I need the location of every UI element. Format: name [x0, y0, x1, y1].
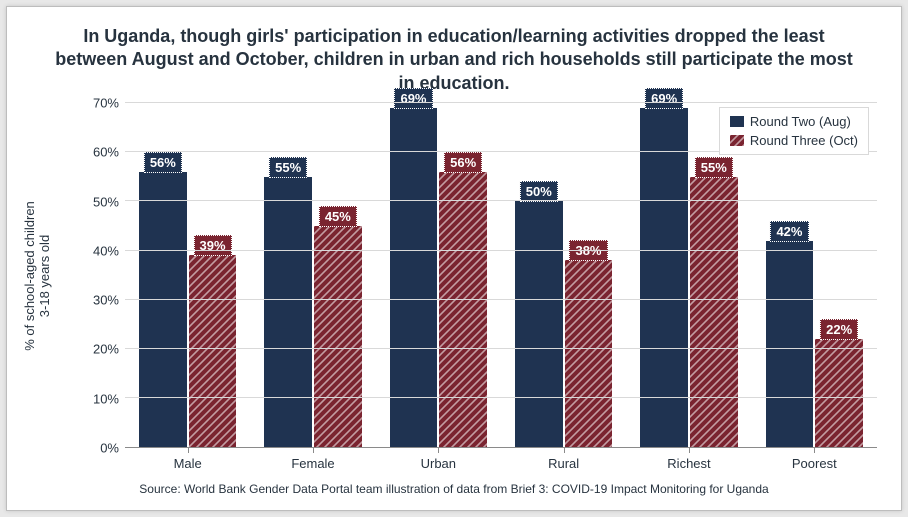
x-tick: [564, 447, 565, 453]
gridline: [125, 250, 877, 251]
y-tick: 50%: [79, 194, 119, 209]
bar: 42%: [766, 241, 814, 447]
y-tick: 10%: [79, 391, 119, 406]
y-tick: 30%: [79, 293, 119, 308]
y-tick: 20%: [79, 342, 119, 357]
gridline: [125, 102, 877, 103]
bar-value-label: 56%: [444, 152, 482, 173]
x-tick: [313, 447, 314, 453]
legend: Round Two (Aug) Round Three (Oct): [719, 107, 869, 155]
x-axis: MaleFemaleUrbanRuralRichestPoorest: [125, 448, 877, 476]
bar: 22%: [815, 339, 863, 447]
chart-title: In Uganda, though girls' participation i…: [31, 25, 877, 95]
bar-value-label: 45%: [319, 206, 357, 227]
gridline: [125, 348, 877, 349]
y-axis-title: % of school-aged children3-18 years old: [22, 166, 52, 386]
bar-value-label: 39%: [193, 235, 231, 256]
legend-swatch: [730, 116, 744, 127]
bar: 55%: [264, 177, 312, 447]
bar: 56%: [139, 172, 187, 447]
bar: 45%: [314, 226, 362, 447]
x-tick: [689, 447, 690, 453]
y-tick: 40%: [79, 243, 119, 258]
bar-value-label: 55%: [269, 157, 307, 178]
y-tick: 0%: [79, 441, 119, 456]
plot: Round Two (Aug)Round Three (Oct) 56%39%5…: [125, 103, 877, 448]
bar-group: 55%45%: [250, 103, 375, 447]
bar-value-label: 56%: [144, 152, 182, 173]
legend-item: Round Two (Aug): [730, 114, 858, 129]
y-axis: 0%10%20%30%40%50%60%70%: [81, 103, 125, 448]
chart-card: In Uganda, though girls' participation i…: [6, 6, 902, 511]
legend-label: Round Three (Oct): [750, 133, 858, 148]
chart-area: % of school-aged children3-18 years old …: [31, 103, 877, 448]
y-tick: 60%: [79, 145, 119, 160]
bar-group: 69%56%: [376, 103, 501, 447]
bar-value-label: 50%: [520, 181, 558, 202]
bar: 38%: [565, 260, 613, 447]
gridline: [125, 200, 877, 201]
bar: 55%: [690, 177, 738, 447]
bar-value-label: 42%: [770, 221, 808, 242]
plot-zone: 0%10%20%30%40%50%60%70% Round Two (Aug)R…: [81, 103, 877, 448]
gridline: [125, 299, 877, 300]
x-tick: [814, 447, 815, 453]
bar-value-label: 69%: [394, 88, 432, 109]
bar-value-label: 69%: [645, 88, 683, 109]
bar-value-label: 55%: [695, 157, 733, 178]
gridline: [125, 397, 877, 398]
legend-item: Round Three (Oct): [730, 133, 858, 148]
bar-value-label: 38%: [569, 240, 607, 261]
legend-swatch: [730, 135, 744, 146]
source-note: Source: World Bank Gender Data Portal te…: [31, 482, 877, 496]
bar-group: 50%38%: [501, 103, 626, 447]
bar: 39%: [189, 255, 237, 447]
bar: 50%: [515, 201, 563, 447]
x-tick: [438, 447, 439, 453]
bar-group: 56%39%: [125, 103, 250, 447]
bar-value-label: 22%: [820, 319, 858, 340]
legend-label: Round Two (Aug): [750, 114, 851, 129]
y-tick: 70%: [79, 96, 119, 111]
bar: 56%: [439, 172, 487, 447]
x-tick: [188, 447, 189, 453]
